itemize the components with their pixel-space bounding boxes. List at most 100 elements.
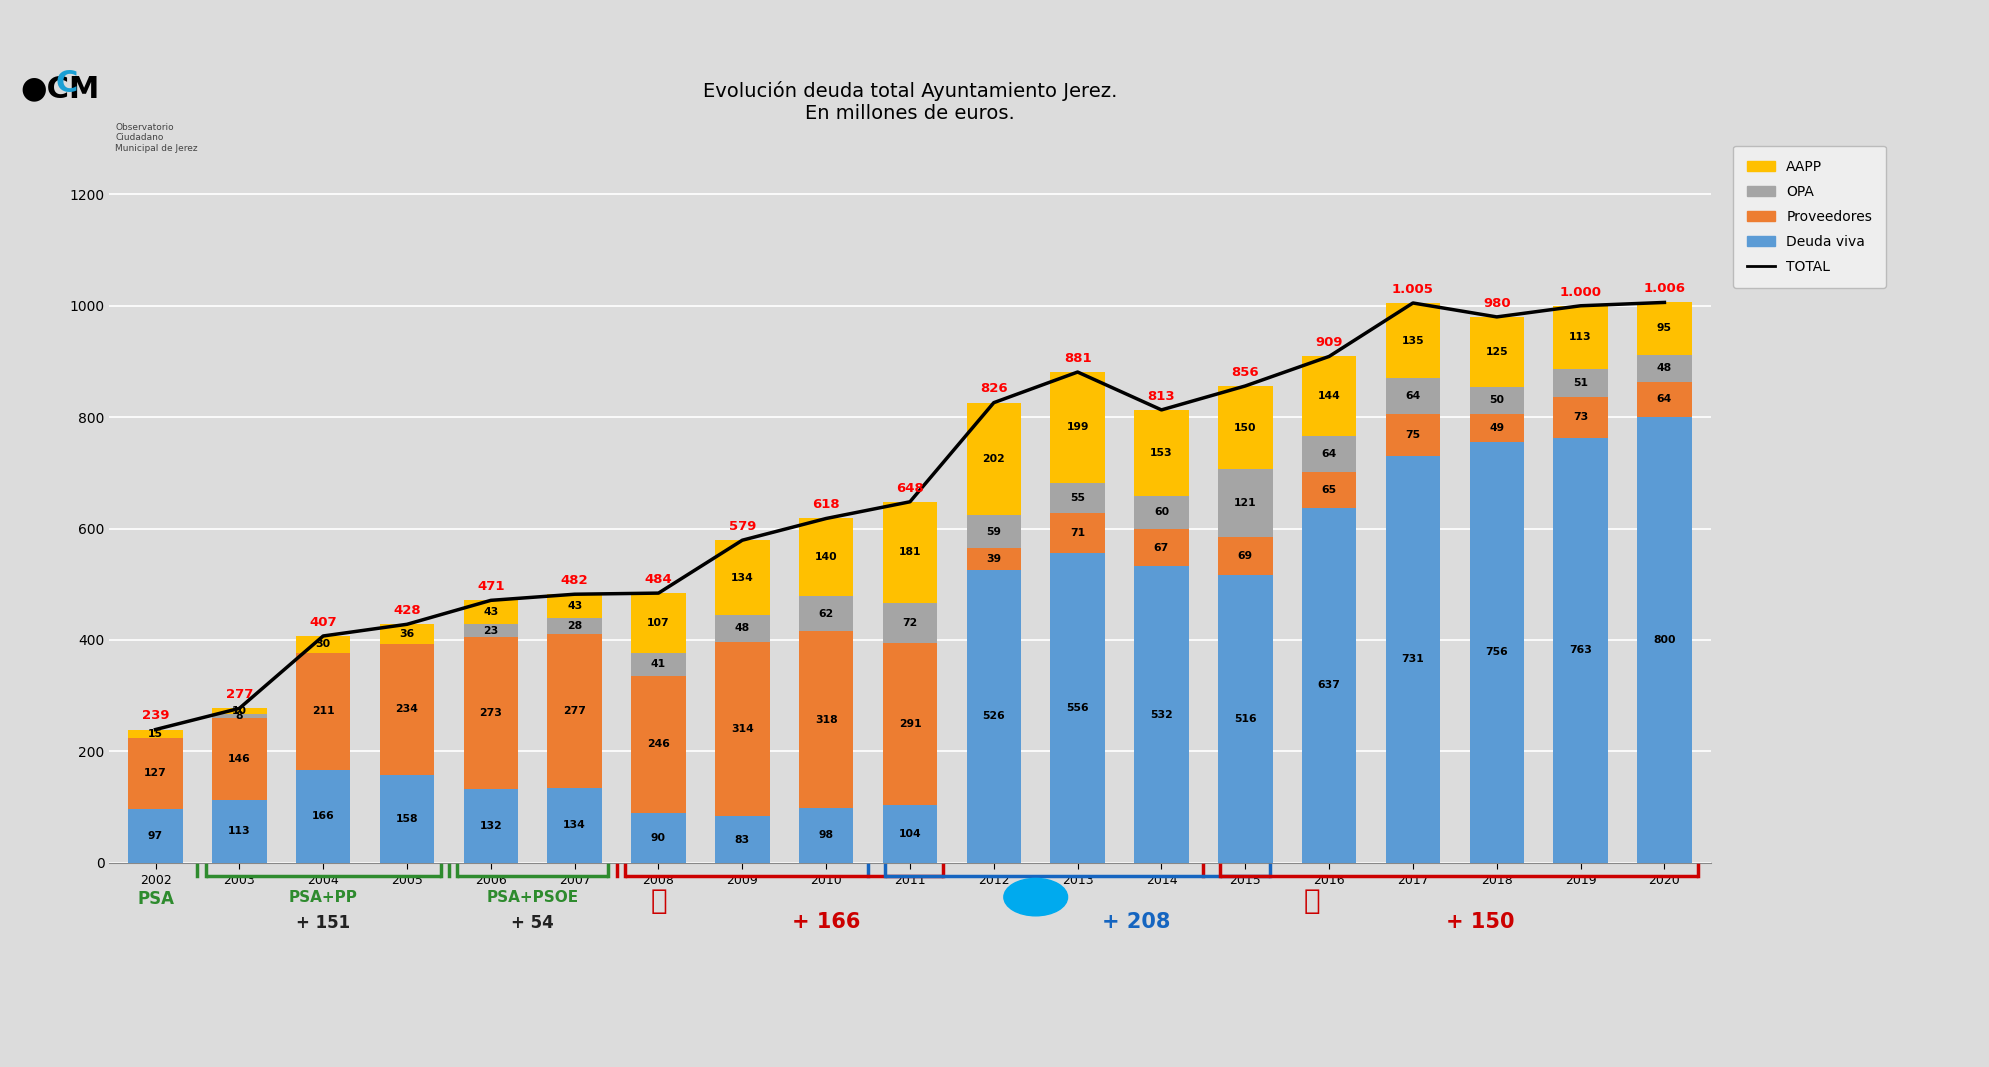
Bar xyxy=(967,548,1020,570)
Text: 648: 648 xyxy=(897,481,923,494)
Bar xyxy=(716,641,770,816)
Text: 39: 39 xyxy=(987,554,1000,563)
Bar xyxy=(716,816,770,862)
Text: 48: 48 xyxy=(1657,363,1673,373)
Bar xyxy=(1386,414,1440,456)
Text: 134: 134 xyxy=(563,821,587,830)
Bar xyxy=(883,805,937,862)
Text: 8: 8 xyxy=(235,712,243,721)
Bar xyxy=(967,402,1020,515)
Text: 1.000: 1.000 xyxy=(1559,286,1601,299)
Text: 113: 113 xyxy=(229,826,251,837)
Bar xyxy=(1553,369,1607,397)
Bar xyxy=(1050,372,1104,483)
Text: 51: 51 xyxy=(1573,378,1587,388)
Text: 60: 60 xyxy=(1154,508,1170,517)
Text: ✊: ✊ xyxy=(650,888,666,915)
Text: ●CM: ●CM xyxy=(20,75,99,103)
Bar xyxy=(1303,436,1356,472)
Bar xyxy=(800,596,853,631)
Text: 104: 104 xyxy=(899,829,921,839)
Text: 484: 484 xyxy=(644,573,672,586)
Text: ✊: ✊ xyxy=(1305,888,1321,915)
Bar xyxy=(213,714,267,718)
Bar xyxy=(127,738,183,809)
Text: 166: 166 xyxy=(312,811,334,822)
Text: 826: 826 xyxy=(981,382,1008,396)
Bar xyxy=(631,675,686,812)
Bar xyxy=(800,519,853,596)
Text: 97: 97 xyxy=(147,830,163,841)
Text: 67: 67 xyxy=(1154,543,1170,553)
Bar xyxy=(800,631,853,808)
Text: 158: 158 xyxy=(396,814,418,824)
Text: + 54: + 54 xyxy=(511,914,555,933)
Text: 428: 428 xyxy=(394,604,422,617)
Text: 28: 28 xyxy=(567,621,583,631)
Text: PSA+PP: PSA+PP xyxy=(288,890,358,905)
Text: 579: 579 xyxy=(728,520,756,534)
Text: C: C xyxy=(56,69,78,98)
Bar xyxy=(631,593,686,653)
Text: 144: 144 xyxy=(1319,391,1341,401)
Bar xyxy=(380,624,434,644)
Text: 134: 134 xyxy=(730,573,754,583)
Text: 153: 153 xyxy=(1150,448,1174,458)
Text: 856: 856 xyxy=(1231,366,1259,379)
Text: + 150: + 150 xyxy=(1446,912,1514,931)
Bar xyxy=(463,637,517,790)
Text: 234: 234 xyxy=(396,704,418,715)
Bar xyxy=(463,790,517,862)
Text: 43: 43 xyxy=(483,607,499,618)
Bar xyxy=(296,636,350,653)
Text: 69: 69 xyxy=(1237,551,1253,561)
Text: 800: 800 xyxy=(1653,635,1675,644)
Bar xyxy=(1134,567,1189,862)
Text: 763: 763 xyxy=(1569,646,1591,655)
Text: 277: 277 xyxy=(563,706,587,716)
Bar xyxy=(547,618,603,634)
Bar xyxy=(1637,302,1693,354)
Text: 471: 471 xyxy=(477,580,505,593)
Text: 125: 125 xyxy=(1486,347,1508,356)
Bar xyxy=(967,515,1020,548)
Text: 62: 62 xyxy=(819,608,833,619)
Bar xyxy=(213,718,267,799)
Bar xyxy=(1637,382,1693,417)
Text: PP: PP xyxy=(1026,891,1044,904)
Bar xyxy=(1553,397,1607,437)
Bar xyxy=(1637,417,1693,862)
Text: 277: 277 xyxy=(225,688,253,701)
Text: 65: 65 xyxy=(1321,484,1337,495)
Text: 246: 246 xyxy=(646,739,670,749)
Bar xyxy=(716,540,770,615)
Bar xyxy=(463,601,517,624)
Text: 90: 90 xyxy=(650,832,666,843)
Text: 1.005: 1.005 xyxy=(1392,283,1434,296)
Bar xyxy=(800,808,853,862)
Bar xyxy=(883,642,937,805)
Bar xyxy=(1553,437,1607,862)
Text: PSA+PSOE: PSA+PSOE xyxy=(487,890,579,905)
Bar xyxy=(547,634,603,789)
Text: 1.006: 1.006 xyxy=(1643,282,1685,296)
Text: 273: 273 xyxy=(479,708,503,718)
Text: 113: 113 xyxy=(1569,332,1591,343)
Bar xyxy=(1470,414,1524,442)
Bar xyxy=(1553,306,1607,369)
Bar xyxy=(1303,472,1356,508)
Text: 181: 181 xyxy=(899,547,921,557)
Bar xyxy=(883,501,937,603)
Text: 731: 731 xyxy=(1402,654,1424,664)
Text: + 151: + 151 xyxy=(296,914,350,933)
Circle shape xyxy=(1004,878,1068,915)
Text: 526: 526 xyxy=(983,712,1004,721)
Text: 532: 532 xyxy=(1150,710,1174,719)
Bar xyxy=(1303,508,1356,862)
Text: 10: 10 xyxy=(233,706,247,716)
Bar xyxy=(1386,378,1440,414)
Bar xyxy=(1050,483,1104,513)
Bar xyxy=(1470,442,1524,862)
Text: 23: 23 xyxy=(483,625,499,636)
Bar xyxy=(1134,411,1189,496)
